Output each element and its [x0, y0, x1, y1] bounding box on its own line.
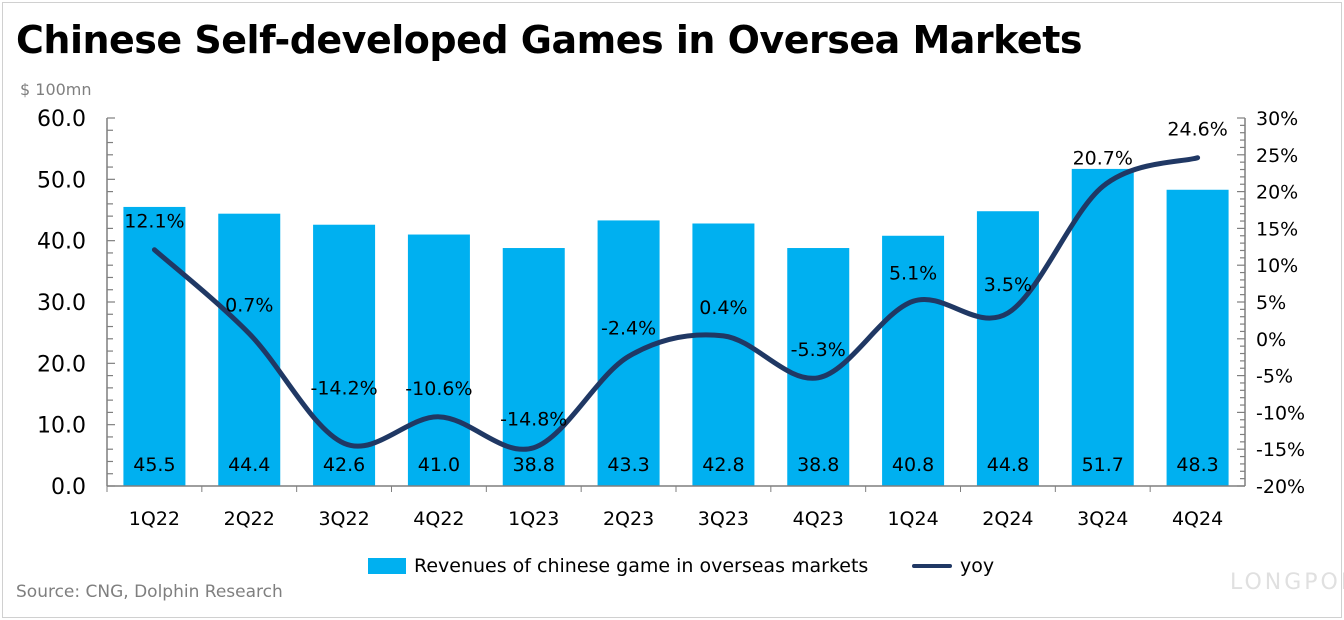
bar-data-label: 44.8	[987, 454, 1029, 476]
left-tick-label: 10.0	[37, 414, 86, 439]
bar-3Q24	[1071, 168, 1134, 486]
legend-item-revenue: Revenues of chinese game in overseas mar…	[368, 555, 868, 577]
bar-data-label: 42.8	[702, 454, 744, 476]
right-tick-label: 30%	[1256, 108, 1298, 130]
right-tick-label: -20%	[1256, 476, 1305, 498]
yoy-data-label: -5.3%	[791, 339, 846, 361]
brand-watermark: LONGPORT	[1230, 570, 1344, 595]
legend-label: Revenues of chinese game in overseas mar…	[414, 555, 869, 577]
x-tick-label: 2Q23	[603, 508, 654, 530]
bar-4Q24	[1166, 189, 1229, 486]
bar-2Q23	[597, 220, 660, 486]
legend: Revenues of chinese game in overseas mar…	[0, 555, 1344, 581]
bar-data-label: 41.0	[418, 454, 460, 476]
bar-data-label: 43.3	[607, 454, 649, 476]
left-tick-label: 0.0	[51, 475, 86, 500]
chart-title: Chinese Self-developed Games in Oversea …	[16, 18, 1082, 62]
yoy-data-label: 12.1%	[124, 211, 184, 233]
bar-data-label: 40.8	[892, 454, 934, 476]
left-tick-label: 50.0	[37, 168, 86, 193]
yoy-data-label: -2.4%	[601, 317, 656, 339]
right-tick-label: -5%	[1256, 366, 1293, 388]
right-tick-label: -10%	[1256, 402, 1305, 424]
yoy-data-label: 20.7%	[1073, 147, 1133, 169]
bar-1Q22	[123, 206, 186, 486]
bar-data-label: 51.7	[1082, 454, 1124, 476]
x-tick-label: 3Q24	[1077, 508, 1128, 530]
bar-data-label: 45.5	[133, 454, 175, 476]
right-tick-label: 10%	[1256, 255, 1298, 277]
x-tick-label: 2Q22	[224, 508, 275, 530]
yoy-data-label: -14.2%	[310, 377, 377, 399]
legend-line-swatch	[912, 564, 952, 568]
legend-label: yoy	[960, 555, 995, 577]
yoy-data-label: 0.7%	[225, 295, 273, 317]
bar-2Q22	[218, 213, 281, 486]
bar-data-label: 44.4	[228, 454, 270, 476]
yoy-data-label: 3.5%	[984, 274, 1032, 296]
bar-data-label: 42.6	[323, 454, 365, 476]
x-tick-label: 3Q22	[318, 508, 369, 530]
left-axis-unit: $ 100mn	[20, 80, 92, 99]
bar-1Q24	[882, 235, 945, 486]
x-tick-label: 3Q23	[698, 508, 749, 530]
x-tick-label: 1Q24	[887, 508, 938, 530]
right-tick-label: 0%	[1256, 329, 1286, 351]
yoy-data-label: 5.1%	[889, 262, 937, 284]
bar-2Q24	[976, 211, 1039, 486]
left-tick-label: 60.0	[37, 107, 86, 132]
right-tick-label: 25%	[1256, 145, 1298, 167]
left-tick-label: 20.0	[37, 352, 86, 377]
x-tick-label: 4Q24	[1172, 508, 1223, 530]
yoy-data-label: -14.8%	[500, 409, 567, 431]
yoy-data-label: 24.6%	[1167, 119, 1227, 141]
right-tick-label: 5%	[1256, 292, 1286, 314]
right-tick-label: 15%	[1256, 218, 1298, 240]
yoy-line	[151, 155, 1201, 452]
x-tick-label: 2Q24	[982, 508, 1033, 530]
left-tick-label: 40.0	[37, 230, 86, 255]
right-tick-label: 20%	[1256, 182, 1298, 204]
bar-3Q23	[692, 223, 755, 486]
legend-item-yoy: yoy	[912, 555, 994, 577]
bar-data-label: 38.8	[797, 454, 839, 476]
x-tick-label: 1Q22	[129, 508, 180, 530]
x-tick-label: 1Q23	[508, 508, 559, 530]
source-note: Source: CNG, Dolphin Research	[16, 582, 283, 602]
bar-data-label: 48.3	[1176, 454, 1218, 476]
bar-4Q22	[407, 234, 470, 486]
left-tick-label: 30.0	[37, 291, 86, 316]
legend-bar-swatch	[368, 558, 406, 574]
yoy-data-label: 0.4%	[699, 297, 747, 319]
right-tick-label: -15%	[1256, 439, 1305, 461]
x-tick-label: 4Q23	[793, 508, 844, 530]
yoy-data-label: -10.6%	[405, 378, 472, 400]
bar-data-label: 38.8	[513, 454, 555, 476]
x-tick-label: 4Q22	[413, 508, 464, 530]
